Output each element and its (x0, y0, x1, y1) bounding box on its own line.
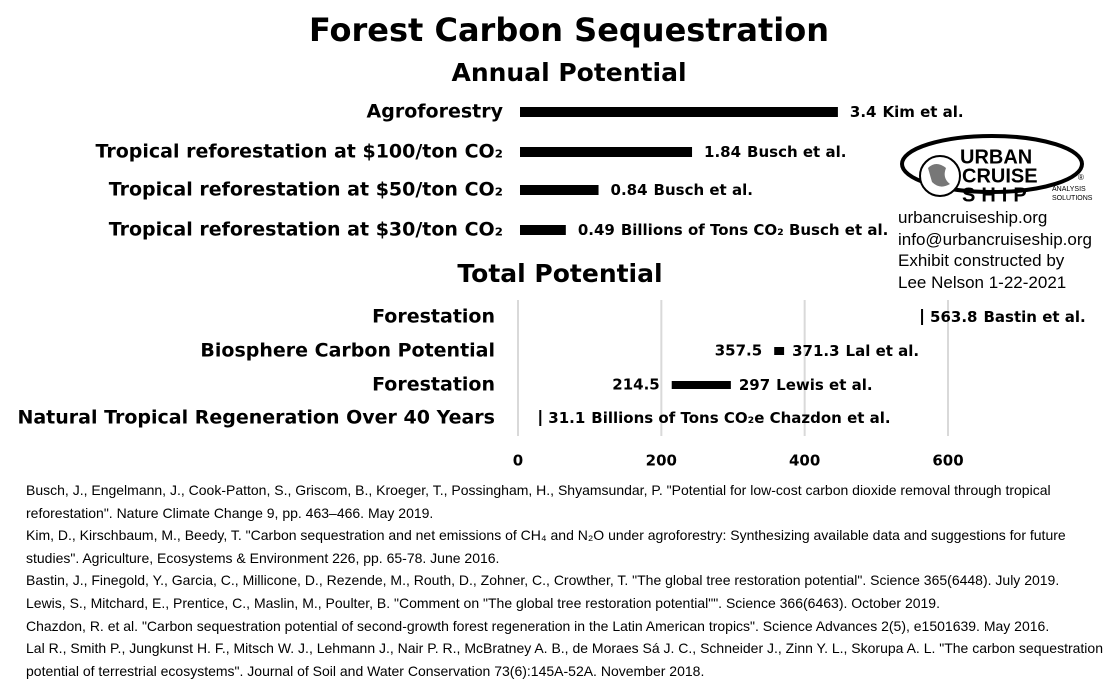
category-label: Biosphere Carbon Potential (200, 340, 495, 362)
value-label: 0.84 Busch et al. (611, 181, 753, 199)
low-label: 214.5 (612, 376, 659, 394)
value-label-part: 3.4 (850, 103, 877, 121)
value-label-part: 371.3 (792, 342, 839, 360)
category-label: Forestation (372, 306, 495, 328)
reference: Busch, J., Engelmann, J., Cook-Patton, S… (26, 482, 1051, 521)
contact-line: Lee Nelson 1-22-2021 (898, 272, 1067, 292)
bar (520, 107, 838, 117)
value-label-part: Billions of Tons CO₂ Busch et al. (621, 221, 888, 239)
contact-line: info@urbancruiseship.org (898, 229, 1092, 249)
reference: Lal R., Smith P., Jungkunst H. F., Mitsc… (26, 640, 1103, 679)
value-label-part: 0.49 (578, 221, 615, 239)
reference: Bastin, J., Finegold, Y., Garcia, C., Mi… (26, 572, 1060, 589)
value-label: 297 Lewis et al. (739, 376, 873, 394)
value-label-part: Lal et al. (846, 342, 920, 360)
category-label: Tropical reforestation at $100/ton CO₂ (96, 141, 504, 163)
value-label: 31.1 Billions of Tons CO₂e Chazdon et al. (548, 409, 890, 427)
x-tick-label: 0 (513, 452, 523, 470)
range-bar (671, 381, 731, 389)
value-label-part: 297 (739, 376, 770, 394)
logo-text: SHIP (962, 184, 1033, 206)
value-label-part: 0.84 (611, 181, 648, 199)
value-label-part: 31.1 (548, 409, 585, 427)
logo-text: URBAN (960, 146, 1032, 168)
value-label-part: 563.8 (930, 308, 977, 326)
category-label: Tropical reforestation at $50/ton CO₂ (109, 179, 503, 201)
category-label: Forestation (372, 374, 495, 396)
logo-tagline: ANALYSIS (1052, 186, 1086, 193)
low-label: 357.5 (715, 342, 762, 360)
x-tick-label: 400 (789, 452, 820, 470)
contact-line: urbancruiseship.org (898, 208, 1048, 227)
value-label-part: Busch et al. (747, 143, 846, 161)
bar (520, 225, 566, 235)
value-label: 1.84 Busch et al. (704, 143, 846, 161)
value-label-part: Lewis et al. (776, 376, 872, 394)
references: Busch, J., Engelmann, J., Cook-Patton, S… (26, 479, 1106, 682)
logo: URBAN CRUISE SHIP ANALYSIS SOLUTIONS ® (900, 134, 1093, 206)
page-title: Forest Carbon Sequestration (309, 11, 829, 49)
chart-title: Annual Potential (451, 58, 686, 87)
contact-line: Exhibit constructed by (898, 251, 1065, 270)
bar (520, 147, 693, 157)
reference: Chazdon, R. et al. "Carbon sequestration… (26, 617, 1050, 634)
contact: urbancruiseship.org info@urbancruiseship.… (898, 207, 1092, 293)
x-tick-label: 200 (646, 452, 677, 470)
logo-text: CRUISE (962, 165, 1038, 187)
logo-mark: ® (1078, 173, 1084, 182)
value-label-part: 1.84 (704, 143, 741, 161)
logo-tagline: SOLUTIONS (1052, 195, 1093, 202)
logo-ring (900, 134, 1084, 194)
value-label-part: Busch et al. (654, 181, 753, 199)
value-label-part: Bastin et al. (984, 308, 1086, 326)
value-label: 3.4 Kim et al. (850, 103, 964, 121)
value-label: 0.49 Billions of Tons CO₂ Busch et al. (578, 221, 889, 239)
chart-title: Total Potential (457, 259, 662, 288)
reference: Lewis, S., Mitchard, E., Prentice, C., M… (26, 594, 940, 611)
value-label: 371.3 Lal et al. (792, 342, 919, 360)
logo-land (928, 164, 950, 187)
value-label-part: Kim et al. (882, 103, 963, 121)
value-label-part: Billions of Tons CO₂e Chazdon et al. (591, 409, 890, 427)
value-label: 563.8 Bastin et al. (930, 308, 1086, 326)
reference: Kim, D., Kirschbaum, M., Beedy, T. "Carb… (26, 527, 1066, 566)
bar (520, 185, 599, 195)
category-label: Natural Tropical Regeneration Over 40 Ye… (17, 407, 495, 429)
range-bar (774, 347, 785, 355)
x-tick-label: 600 (932, 452, 963, 470)
category-label: Tropical reforestation at $30/ton CO₂ (109, 219, 503, 241)
category-label: Agroforestry (367, 101, 504, 123)
